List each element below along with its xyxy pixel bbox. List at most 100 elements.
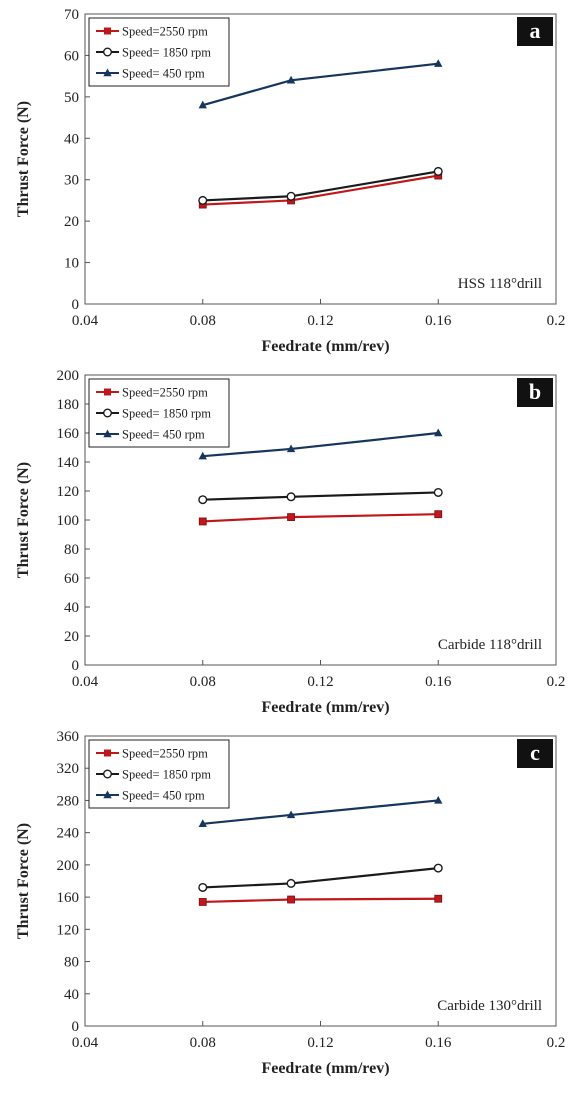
data-point-triangle bbox=[198, 451, 207, 460]
y-axis-title: Thrust Force (N) bbox=[15, 462, 32, 578]
y-tick-label: 360 bbox=[57, 729, 80, 745]
x-axis-title: Feedrate (mm/rev) bbox=[261, 1060, 389, 1077]
y-tick-label: 160 bbox=[57, 426, 80, 442]
y-tick-label: 120 bbox=[57, 484, 80, 500]
data-point-triangle bbox=[286, 444, 296, 453]
series-line-1 bbox=[202, 897, 439, 904]
y-tick-label: 30 bbox=[64, 173, 79, 189]
x-tick-label: 0.12 bbox=[307, 674, 333, 690]
data-point-triangle bbox=[198, 819, 207, 828]
x-tick-label: 0.16 bbox=[425, 674, 452, 690]
panel-annotation: Carbide 130°drill bbox=[437, 998, 542, 1014]
y-tick-label: 320 bbox=[57, 761, 80, 777]
y-tick-label: 80 bbox=[64, 955, 79, 971]
legend-marker-triangle bbox=[103, 790, 112, 799]
x-axis-title: Feedrate (mm/rev) bbox=[261, 338, 389, 355]
data-point-triangle bbox=[434, 59, 443, 67]
legend-marker-triangle bbox=[103, 429, 112, 438]
chart-panel-b: 0 20 40 60 80 100 120 140 160 180 200 0.04 0.08 0.12 0… bbox=[15, 368, 565, 716]
x-tick-label: 0.04 bbox=[72, 313, 99, 329]
series-line-2 bbox=[202, 867, 439, 889]
legend-entry-2: Speed= 1850 rpm bbox=[122, 407, 211, 421]
x-tick-label: 0.04 bbox=[72, 1035, 99, 1051]
x-tick-label: 0.2 bbox=[547, 674, 566, 690]
legend-marker-triangle bbox=[103, 68, 112, 77]
data-point-square bbox=[287, 895, 295, 904]
series-line-2 bbox=[202, 491, 439, 501]
data-point-square bbox=[287, 513, 295, 521]
data-point-circle bbox=[433, 863, 443, 873]
y-tick-label: 40 bbox=[64, 600, 79, 616]
chart-panel-c: 0 40 80 120 160 200 240 280 320 360 0.04 0.08 0.12 0.… bbox=[15, 729, 565, 1077]
y-tick-label: 0 bbox=[72, 1019, 80, 1035]
legend-entry-3: Speed= 450 rpm bbox=[122, 789, 205, 803]
y-tick-label: 280 bbox=[57, 793, 80, 809]
y-tick-label: 20 bbox=[64, 629, 79, 645]
panel-label: a bbox=[530, 18, 541, 43]
data-point-triangle bbox=[198, 100, 207, 109]
legend-marker-square bbox=[104, 749, 111, 757]
y-tick-label: 40 bbox=[64, 987, 79, 1003]
y-tick-label: 200 bbox=[57, 858, 80, 874]
y-tick-label: 140 bbox=[57, 455, 80, 471]
y-tick-label: 40 bbox=[64, 131, 79, 147]
data-point-triangle bbox=[286, 75, 296, 84]
data-point-square bbox=[198, 898, 207, 906]
y-tick-label: 120 bbox=[57, 922, 80, 938]
data-point-square bbox=[434, 510, 443, 519]
panel-label: c bbox=[530, 740, 540, 765]
x-axis-title: Feedrate (mm/rev) bbox=[261, 699, 389, 716]
x-tick-label: 0.16 bbox=[425, 1035, 452, 1051]
y-tick-label: 180 bbox=[57, 397, 80, 413]
panel-annotation: Carbide 118°drill bbox=[438, 637, 542, 653]
y-tick-label: 160 bbox=[57, 890, 80, 906]
legend-entry-2: Speed= 1850 rpm bbox=[122, 768, 211, 782]
legend-marker-circle bbox=[102, 769, 112, 779]
data-point-circle bbox=[198, 882, 208, 892]
data-point-circle bbox=[286, 878, 296, 888]
chart-panel-a: 0 10 20 30 40 50 60 70 0.04 0.08 0.12 0.16 0.2 Feedra… bbox=[15, 7, 565, 355]
x-tick-label: 0.12 bbox=[307, 313, 333, 329]
panel-badge bbox=[517, 739, 553, 768]
y-tick-label: 70 bbox=[64, 7, 79, 23]
legend-marker-square bbox=[104, 388, 111, 396]
x-tick-label: 0.12 bbox=[307, 1035, 333, 1051]
y-tick-label: 60 bbox=[64, 48, 79, 64]
series-line-1 bbox=[202, 513, 439, 523]
series-line-3 bbox=[202, 431, 439, 458]
y-tick-label: 0 bbox=[72, 658, 80, 674]
x-tick-label: 0.08 bbox=[190, 674, 216, 690]
legend-marker-square bbox=[104, 27, 111, 35]
legend-entry-1: Speed=2550 rpm bbox=[122, 25, 208, 39]
y-axis-title: Thrust Force (N) bbox=[15, 101, 32, 217]
x-tick-label: 0.16 bbox=[425, 313, 452, 329]
x-tick-label: 0.08 bbox=[190, 313, 216, 329]
legend-entry-3: Speed= 450 rpm bbox=[122, 67, 205, 81]
y-axis-title: Thrust Force (N) bbox=[15, 823, 32, 939]
series-line-3 bbox=[202, 799, 439, 825]
y-tick-label: 80 bbox=[64, 542, 79, 558]
x-tick-label: 0.04 bbox=[72, 674, 99, 690]
y-tick-label: 20 bbox=[64, 214, 79, 230]
y-tick-label: 10 bbox=[64, 256, 79, 272]
legend-entry-1: Speed=2550 rpm bbox=[122, 386, 208, 400]
y-tick-label: 100 bbox=[57, 513, 80, 529]
y-tick-label: 240 bbox=[57, 826, 80, 842]
legend-marker-circle bbox=[102, 408, 112, 418]
legend-marker-circle bbox=[102, 47, 112, 57]
data-point-triangle bbox=[434, 795, 443, 804]
legend-entry-2: Speed= 1850 rpm bbox=[122, 46, 211, 60]
data-point-circle bbox=[433, 166, 443, 176]
x-tick-label: 0.2 bbox=[547, 1035, 566, 1051]
data-point-square bbox=[198, 517, 207, 526]
panel-badge bbox=[517, 17, 553, 46]
data-point-circle bbox=[198, 195, 208, 205]
panel-label: b bbox=[529, 379, 541, 404]
x-tick-label: 0.2 bbox=[547, 313, 566, 329]
panel-annotation: HSS 118°drill bbox=[458, 276, 542, 292]
y-tick-label: 60 bbox=[64, 571, 79, 587]
y-tick-label: 50 bbox=[64, 90, 79, 106]
data-point-circle bbox=[433, 487, 443, 497]
